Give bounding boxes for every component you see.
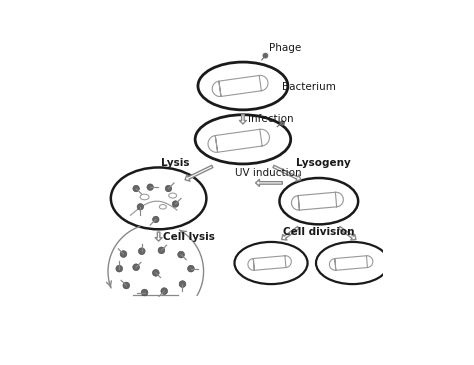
Circle shape — [179, 281, 186, 288]
Circle shape — [138, 248, 145, 255]
Circle shape — [161, 288, 168, 295]
Ellipse shape — [316, 242, 389, 284]
Text: Bacterium: Bacterium — [283, 82, 336, 92]
Circle shape — [158, 247, 165, 254]
Ellipse shape — [198, 62, 288, 110]
Circle shape — [147, 184, 154, 191]
Ellipse shape — [195, 115, 291, 164]
Text: Lysogeny: Lysogeny — [296, 158, 351, 168]
Circle shape — [178, 251, 184, 258]
Circle shape — [172, 201, 179, 207]
Circle shape — [153, 216, 159, 223]
Circle shape — [133, 185, 139, 192]
Text: UV induction: UV induction — [236, 168, 302, 178]
Circle shape — [116, 265, 123, 272]
Text: Cell division: Cell division — [283, 227, 355, 237]
Circle shape — [123, 282, 130, 289]
Circle shape — [263, 53, 268, 58]
Text: Lysis: Lysis — [161, 158, 190, 168]
Ellipse shape — [111, 168, 206, 229]
Circle shape — [188, 265, 194, 272]
Ellipse shape — [280, 178, 358, 224]
Circle shape — [137, 204, 144, 210]
Circle shape — [165, 185, 172, 192]
Circle shape — [141, 289, 148, 296]
Circle shape — [133, 264, 139, 270]
Circle shape — [153, 269, 159, 276]
Ellipse shape — [235, 242, 308, 284]
Circle shape — [120, 251, 127, 257]
Text: Phage: Phage — [269, 43, 301, 53]
Text: Cell lysis: Cell lysis — [163, 232, 215, 242]
Circle shape — [280, 121, 284, 125]
Text: Infection: Infection — [248, 114, 293, 124]
